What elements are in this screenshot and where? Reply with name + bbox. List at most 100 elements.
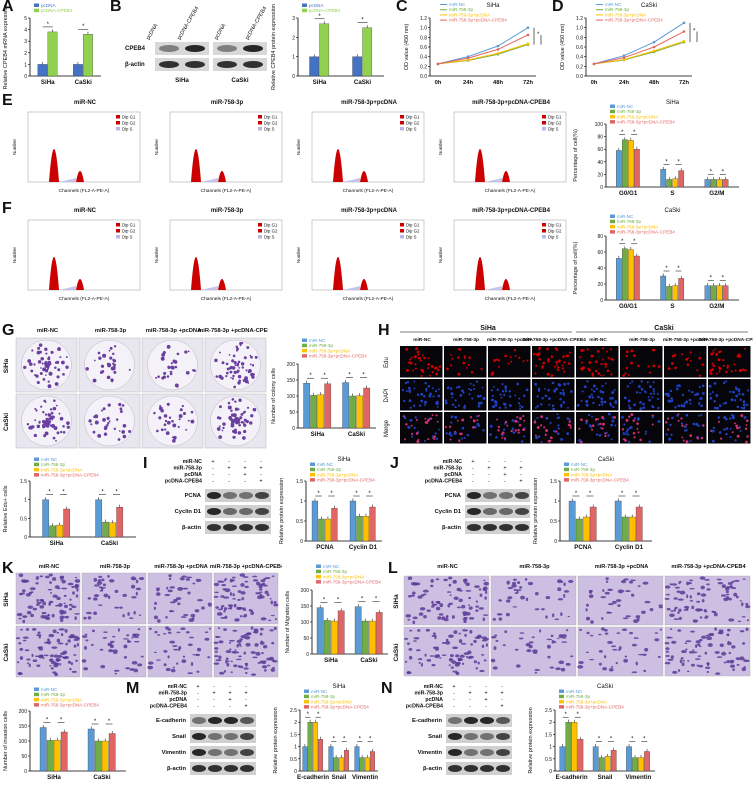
cell — [225, 659, 228, 664]
x-tick-label: G2/M — [709, 190, 724, 197]
nucleus — [745, 440, 748, 444]
dish — [147, 339, 198, 391]
cell — [73, 654, 77, 656]
nucleus — [533, 420, 537, 424]
bar — [359, 757, 365, 772]
sig-star: * — [369, 737, 372, 743]
cell — [163, 632, 167, 635]
cell — [679, 581, 682, 583]
flow-legend-label: Dip S — [548, 234, 559, 239]
nucleus — [534, 419, 537, 422]
x-tick-label: S — [670, 190, 674, 197]
nucleus — [508, 390, 511, 393]
y-tick-label: 200 — [19, 709, 28, 715]
cell — [568, 579, 574, 583]
cell — [717, 581, 724, 585]
nucleus — [562, 393, 565, 396]
legend-swatch — [34, 462, 39, 467]
cell — [195, 578, 202, 582]
cell — [213, 595, 219, 598]
colony — [243, 356, 247, 360]
nucleus — [421, 354, 424, 357]
y-tick-label: 150 — [301, 604, 310, 610]
nucleus — [427, 363, 431, 366]
flow-legend-swatch — [542, 127, 546, 131]
colony — [160, 428, 164, 432]
nucleus — [435, 402, 439, 406]
nucleus — [554, 347, 558, 350]
cell — [35, 576, 40, 580]
cell — [744, 659, 750, 662]
bar — [323, 620, 331, 655]
nucleus — [405, 423, 408, 426]
blot-row-label: Vimentin — [162, 750, 187, 756]
x-tick-label: 48h — [493, 80, 503, 86]
cell — [67, 660, 72, 664]
cell — [514, 648, 519, 651]
cell — [513, 588, 518, 591]
cell — [567, 615, 570, 618]
cell — [741, 616, 746, 618]
legend-label: miR-758-3p — [566, 694, 590, 699]
cell — [695, 644, 698, 648]
nucleus — [625, 350, 629, 354]
blot-band — [223, 524, 237, 531]
blot-row-label: β-actin — [182, 525, 201, 531]
cell — [47, 588, 53, 591]
cell — [252, 656, 258, 659]
cell — [60, 633, 64, 637]
nucleus — [685, 440, 689, 444]
cell — [633, 637, 639, 639]
cell — [477, 661, 480, 665]
nucleus — [463, 436, 466, 439]
cell — [492, 666, 498, 670]
nucleus — [629, 382, 632, 385]
cell — [601, 627, 605, 631]
cell — [670, 655, 674, 659]
cell — [561, 636, 567, 639]
cell — [167, 631, 172, 634]
cell — [699, 616, 703, 619]
cell — [97, 604, 103, 606]
nucleus — [414, 367, 417, 370]
cell — [706, 670, 710, 674]
nucleus — [436, 405, 439, 408]
image-column-label: miR-758-3p +pcDNA — [154, 564, 208, 570]
panel-label-G: G — [2, 322, 15, 339]
colony — [233, 385, 236, 389]
cell — [125, 667, 130, 670]
cell — [739, 630, 745, 633]
cell — [98, 586, 103, 589]
nucleus — [462, 391, 465, 394]
bar — [571, 722, 578, 772]
nucleus — [648, 385, 652, 389]
image-column-label: miR-NC — [37, 328, 59, 334]
x-tick-label: 0h — [435, 80, 442, 86]
chart-title: SiHa — [486, 3, 500, 9]
blot-band — [480, 717, 494, 724]
blot-band — [217, 45, 237, 52]
cell — [73, 644, 77, 648]
flow-title: miR-758-3p+pcDNA — [341, 100, 398, 106]
cell — [430, 578, 434, 583]
cell — [153, 606, 157, 610]
flow-legend-label: Dip S — [264, 126, 275, 131]
nucleus — [513, 348, 517, 352]
panel-label-K: K — [2, 560, 14, 577]
cell — [84, 633, 88, 636]
cell — [706, 662, 710, 665]
image-column-label: miR-758-3p +pcDNA — [487, 337, 534, 343]
condition-label: miR-NC — [443, 459, 463, 465]
cell — [590, 620, 594, 624]
cell — [682, 660, 686, 662]
y-tick-label: 1.0 — [576, 26, 583, 32]
cell — [685, 607, 689, 612]
nucleus — [651, 423, 654, 426]
nucleus — [556, 417, 559, 420]
colony — [176, 352, 180, 356]
condition-label: miR-NC — [424, 684, 444, 690]
colony — [225, 362, 229, 366]
nucleus — [624, 439, 627, 442]
nucleus — [709, 396, 713, 400]
nucleus — [541, 397, 544, 400]
